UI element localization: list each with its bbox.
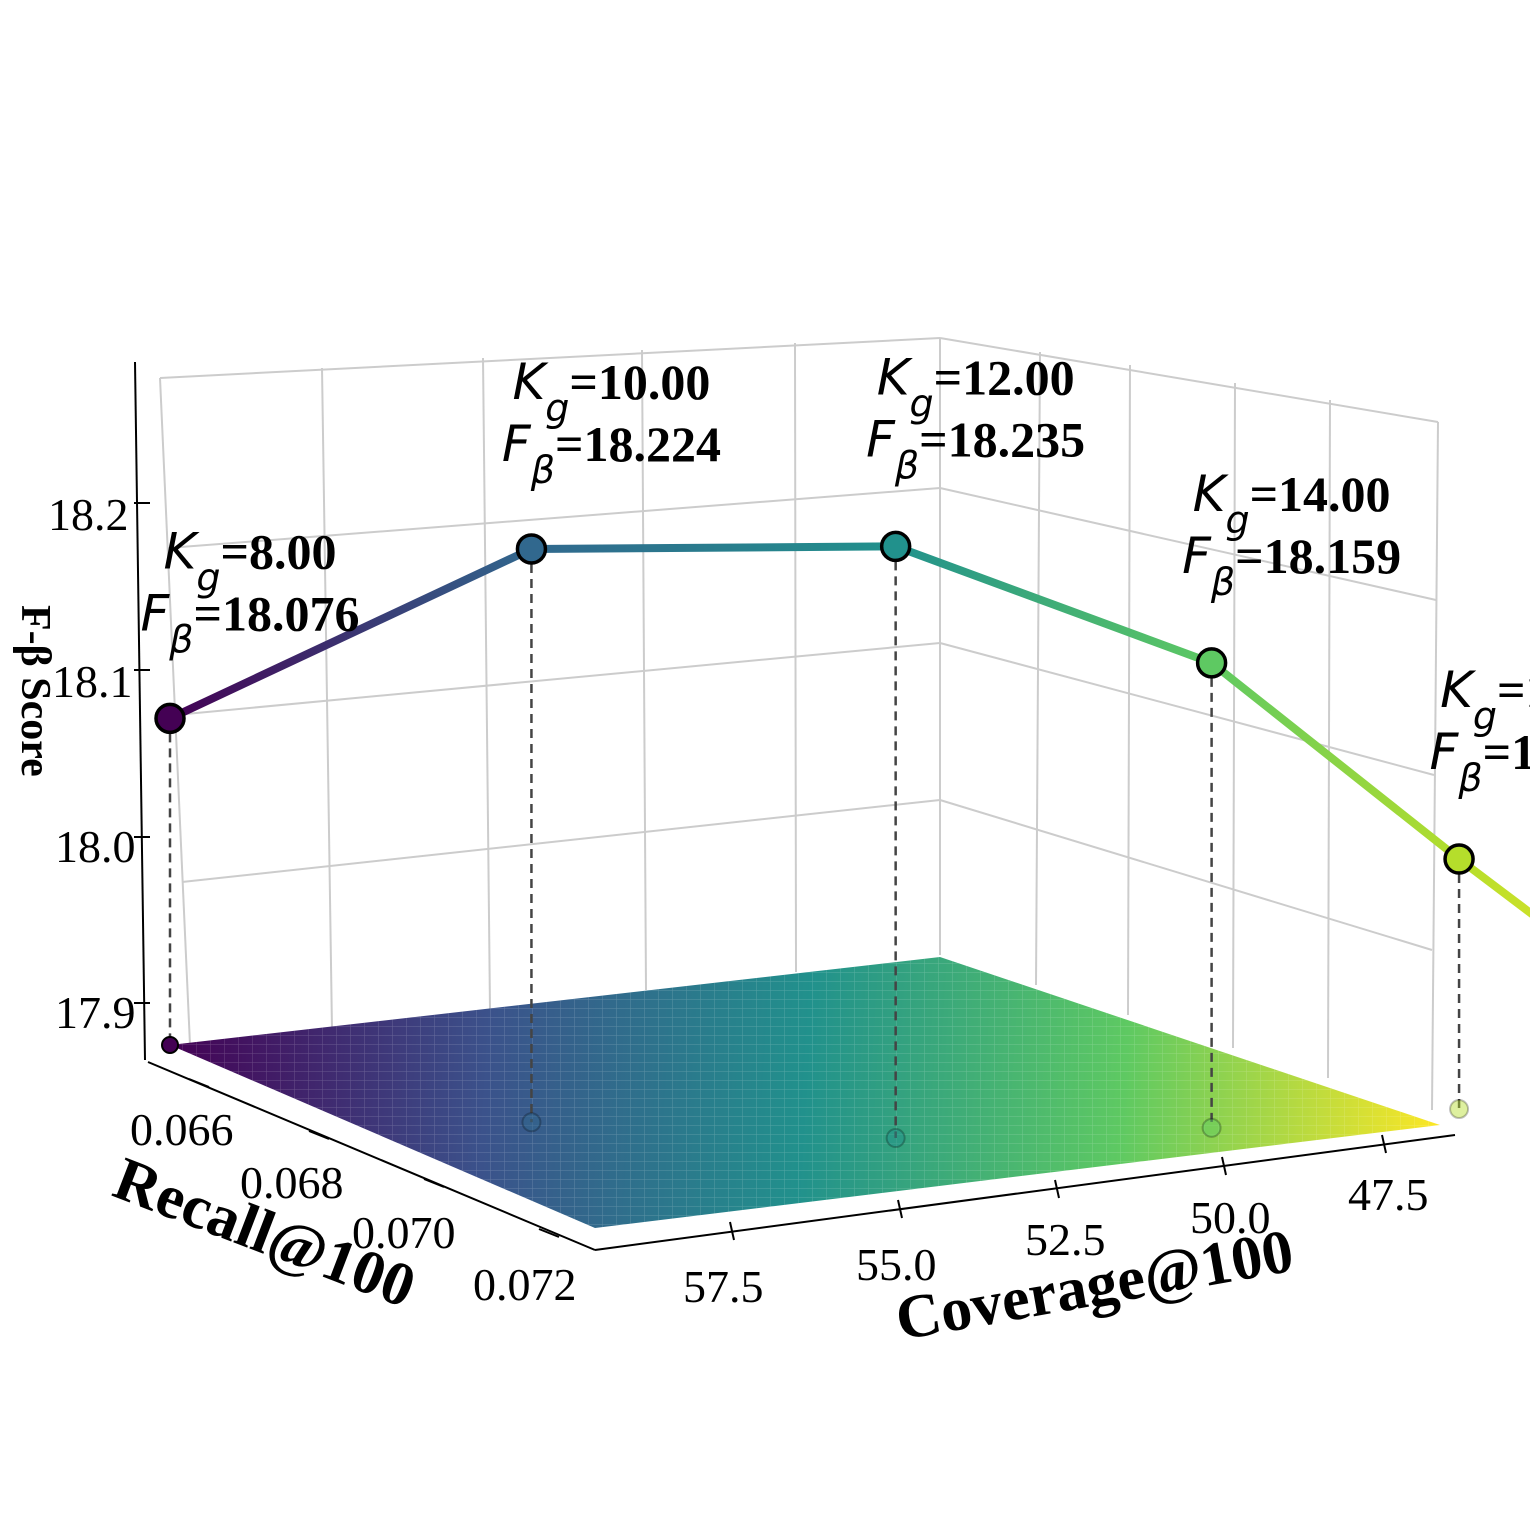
y-tick-label: 52.5 bbox=[1025, 1214, 1106, 1265]
annotation-fbeta: Fβ=18.076 bbox=[140, 584, 359, 661]
y-tick-mark bbox=[1381, 1134, 1387, 1154]
x-axis-line bbox=[147, 1061, 596, 1251]
y-tick-mark bbox=[729, 1221, 735, 1241]
annotation-fbeta: Fβ=18.159 bbox=[1182, 527, 1401, 604]
annotation-fbeta: Fβ=18.235 bbox=[866, 410, 1085, 487]
x-tick-label: 0.070 bbox=[352, 1207, 456, 1258]
annotation-kg: Kg=14.00 bbox=[1193, 465, 1391, 542]
series-segment bbox=[527, 542, 900, 553]
annotation-fbeta: Fβ=18.030 bbox=[1430, 723, 1530, 800]
floor-marker bbox=[1449, 1099, 1470, 1120]
y-tick-label: 55.0 bbox=[856, 1239, 937, 1290]
z-tick-label: 18.1 bbox=[52, 656, 133, 707]
floor-marker bbox=[885, 1128, 906, 1149]
y-tick-label: 50.0 bbox=[1190, 1192, 1271, 1243]
data-point-kg-14 bbox=[1195, 647, 1228, 679]
y-axis-line bbox=[594, 1134, 1456, 1251]
series-line bbox=[166, 542, 1530, 918]
data-point-kg-8 bbox=[154, 702, 186, 735]
floor-marker bbox=[161, 1036, 179, 1054]
annotation-kg: Kg=12.00 bbox=[877, 348, 1075, 425]
y-tick-label: 47.5 bbox=[1348, 1169, 1429, 1220]
annotation-fbeta: Fβ=18.224 bbox=[502, 415, 721, 492]
floor-marker bbox=[1201, 1117, 1222, 1138]
x-tick-mark bbox=[308, 1130, 330, 1140]
x-tick-label: 0.066 bbox=[130, 1104, 234, 1155]
annotation-kg: Kg=10.00 bbox=[512, 353, 710, 430]
z-tick-label: 18.2 bbox=[48, 489, 129, 540]
series-segment bbox=[1455, 855, 1530, 918]
axis-lines bbox=[134, 361, 1456, 1251]
data-markers bbox=[154, 530, 1475, 875]
z-tick-label: 17.9 bbox=[55, 987, 136, 1038]
z-axis-line bbox=[134, 361, 146, 1061]
data-point-kg-12 bbox=[879, 530, 912, 563]
annotation-kg: Kg=8.00 bbox=[164, 522, 337, 599]
grid-lines bbox=[159, 337, 1439, 1111]
x-tick-label: 0.072 bbox=[473, 1259, 577, 1310]
data-point-kg-10 bbox=[515, 533, 548, 565]
series-segment bbox=[891, 542, 1216, 667]
z-axis-title: F-β Score bbox=[12, 605, 58, 777]
series-segment bbox=[166, 544, 536, 723]
annotation-kg: Kg=16.00 bbox=[1440, 661, 1530, 738]
floor-marker bbox=[521, 1112, 542, 1133]
y-tick-mark bbox=[1221, 1156, 1227, 1176]
data-point-kg-16 bbox=[1443, 843, 1475, 875]
floor-surface bbox=[170, 957, 1440, 1228]
x-tick-mark bbox=[423, 1178, 445, 1188]
y-tick-label: 57.5 bbox=[683, 1261, 764, 1312]
z-tick-label: 18.0 bbox=[55, 821, 136, 872]
tick-marks bbox=[134, 502, 1387, 1241]
x-tick-mark bbox=[538, 1228, 560, 1238]
drop-lines bbox=[161, 546, 1470, 1149]
series-segment bbox=[1207, 658, 1464, 864]
y-tick-mark bbox=[897, 1199, 903, 1219]
x-tick-label: 0.068 bbox=[240, 1157, 344, 1208]
x-tick-mark bbox=[188, 1078, 210, 1088]
y-tick-mark bbox=[1054, 1179, 1060, 1199]
